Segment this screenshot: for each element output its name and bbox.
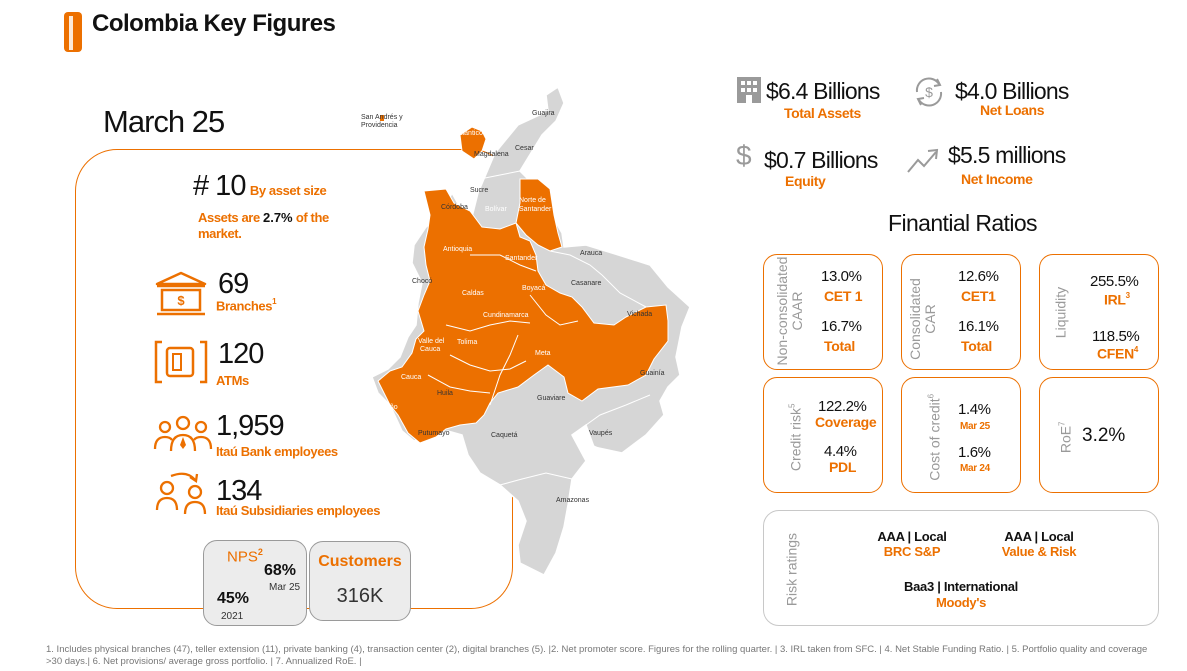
credit-risk-card [763, 377, 883, 493]
subsidiaries-icon [155, 472, 207, 515]
customers-label: Customers [318, 553, 402, 570]
nonconsolidated-cet1-label: CET 1 [824, 288, 863, 304]
page-title: Colombia Key Figures [92, 10, 336, 37]
consolidated-total-label: Total [961, 338, 992, 354]
report-date: March 25 [103, 104, 225, 139]
liquidity-label: Liquidity [1052, 286, 1069, 339]
svg-text:$: $ [925, 84, 933, 100]
rating-brc-agency: BRC S&P [883, 544, 941, 559]
roe-value: 3.2% [1082, 425, 1126, 446]
rank-label: By asset size [249, 183, 327, 198]
cost-of-credit-card [901, 377, 1021, 493]
liquidity-card [1039, 254, 1159, 370]
total-assets-value: $6.4 Billions [766, 78, 880, 104]
nonconsolidated-label: Non-consolidated CAAR [774, 256, 805, 366]
pdl-label: PDL [829, 459, 857, 475]
cost-mar25-label: Mar 25 [960, 421, 990, 432]
atms-label: ATMs [216, 373, 249, 388]
nonconsolidated-cet1-value: 13.0% [821, 268, 862, 285]
map-region-atlantico [459, 126, 487, 160]
nps-current-date: Mar 25 [269, 582, 301, 593]
brand-bar-icon [64, 12, 82, 52]
map-san-andres [380, 115, 384, 121]
nps-current: 68% [264, 562, 297, 579]
rating-brc-value: AAA | Local [877, 529, 947, 544]
map-region-antioquia [377, 188, 669, 444]
net-income-label: Net Income [961, 171, 1033, 187]
nps-past: 45% [217, 590, 250, 607]
consolidated-cet1-label: CET1 [961, 288, 996, 304]
net-income-value: $5.5 millions [948, 142, 1066, 168]
cfen-value: 118.5% [1092, 328, 1140, 345]
nps-past-date: 2021 [221, 611, 244, 622]
subsidiaries-label: Itaú Subsidiaries employees [216, 503, 381, 518]
svg-text:$: $ [177, 293, 185, 308]
trend-up-icon [907, 148, 939, 173]
customers-card [309, 541, 411, 621]
rank-block: # 10 By asset size [193, 170, 327, 203]
map-region-north [515, 178, 563, 252]
irl-value: 255.5% [1090, 273, 1139, 290]
employees-label: Itaú Bank employees [216, 444, 338, 459]
colombia-map [371, 85, 691, 576]
cost-of-credit-label: Cost of credit6 [926, 393, 943, 481]
nps-card [203, 540, 307, 626]
employees-value: 1,959 [216, 410, 285, 442]
branches-value: 69 [218, 268, 249, 300]
footnote: 1. Includes physical branches (47), tell… [46, 644, 1148, 667]
total-assets-label: Total Assets [784, 105, 861, 121]
nonconsolidated-total-value: 16.7% [821, 318, 862, 335]
atm-icon [154, 340, 208, 384]
rank-value: # 10 [193, 170, 246, 202]
net-loans-value: $4.0 Billions [955, 78, 1069, 104]
nps-label: NPS [227, 548, 258, 566]
consolidated-card [901, 254, 1021, 370]
atms-value: 120 [218, 338, 264, 370]
equity-value: $0.7 Billions [764, 147, 878, 173]
consolidated-total-value: 16.1% [958, 318, 999, 335]
rating-moodys-value: Baa3 | International [904, 579, 1018, 594]
cost-mar25-value: 1.4% [958, 401, 991, 418]
pdl-value: 4.4% [824, 443, 857, 460]
credit-risk-label: Credit risk5 [787, 403, 804, 472]
consolidated-label: Consolidated CAR [907, 278, 938, 360]
ratios-title: Finantial Ratios [888, 210, 1038, 236]
cycle-dollar-icon: $ [915, 77, 943, 107]
market-share: Assets are 2.7% of the market. [198, 210, 329, 241]
roe-card [1039, 377, 1159, 493]
rating-vr-value: AAA | Local [1004, 529, 1074, 544]
market-share-value: 2.7% [262, 210, 293, 225]
employees-icon [153, 415, 213, 452]
rating-vr-agency: Value & Risk [1001, 544, 1077, 559]
subsidiaries-value: 134 [216, 475, 262, 507]
cost-mar24-label: Mar 24 [960, 463, 990, 474]
risk-ratings-label: Risk ratings [783, 532, 800, 607]
dollar-icon: $ [736, 140, 752, 171]
building-icon [737, 77, 761, 103]
risk-ratings-card [763, 510, 1159, 626]
cost-mar24-value: 1.6% [958, 444, 991, 461]
bank-building-icon: $ [155, 271, 207, 316]
consolidated-cet1-value: 12.6% [958, 268, 999, 285]
roe-label: RoE7 [1057, 421, 1074, 454]
nonconsolidated-card [763, 254, 883, 370]
rating-moodys-agency: Moody's [935, 595, 987, 610]
net-loans-label: Net Loans [980, 102, 1045, 118]
irl-label: IRL [1104, 291, 1126, 308]
customers-value: 316K [336, 585, 384, 607]
coverage-value: 122.2% [818, 398, 867, 415]
coverage-label: Coverage [815, 414, 877, 430]
nonconsolidated-total-label: Total [824, 338, 855, 354]
equity-label: Equity [785, 173, 826, 189]
cfen-label: CFEN [1097, 345, 1134, 362]
branches-label: Branches [216, 298, 273, 314]
